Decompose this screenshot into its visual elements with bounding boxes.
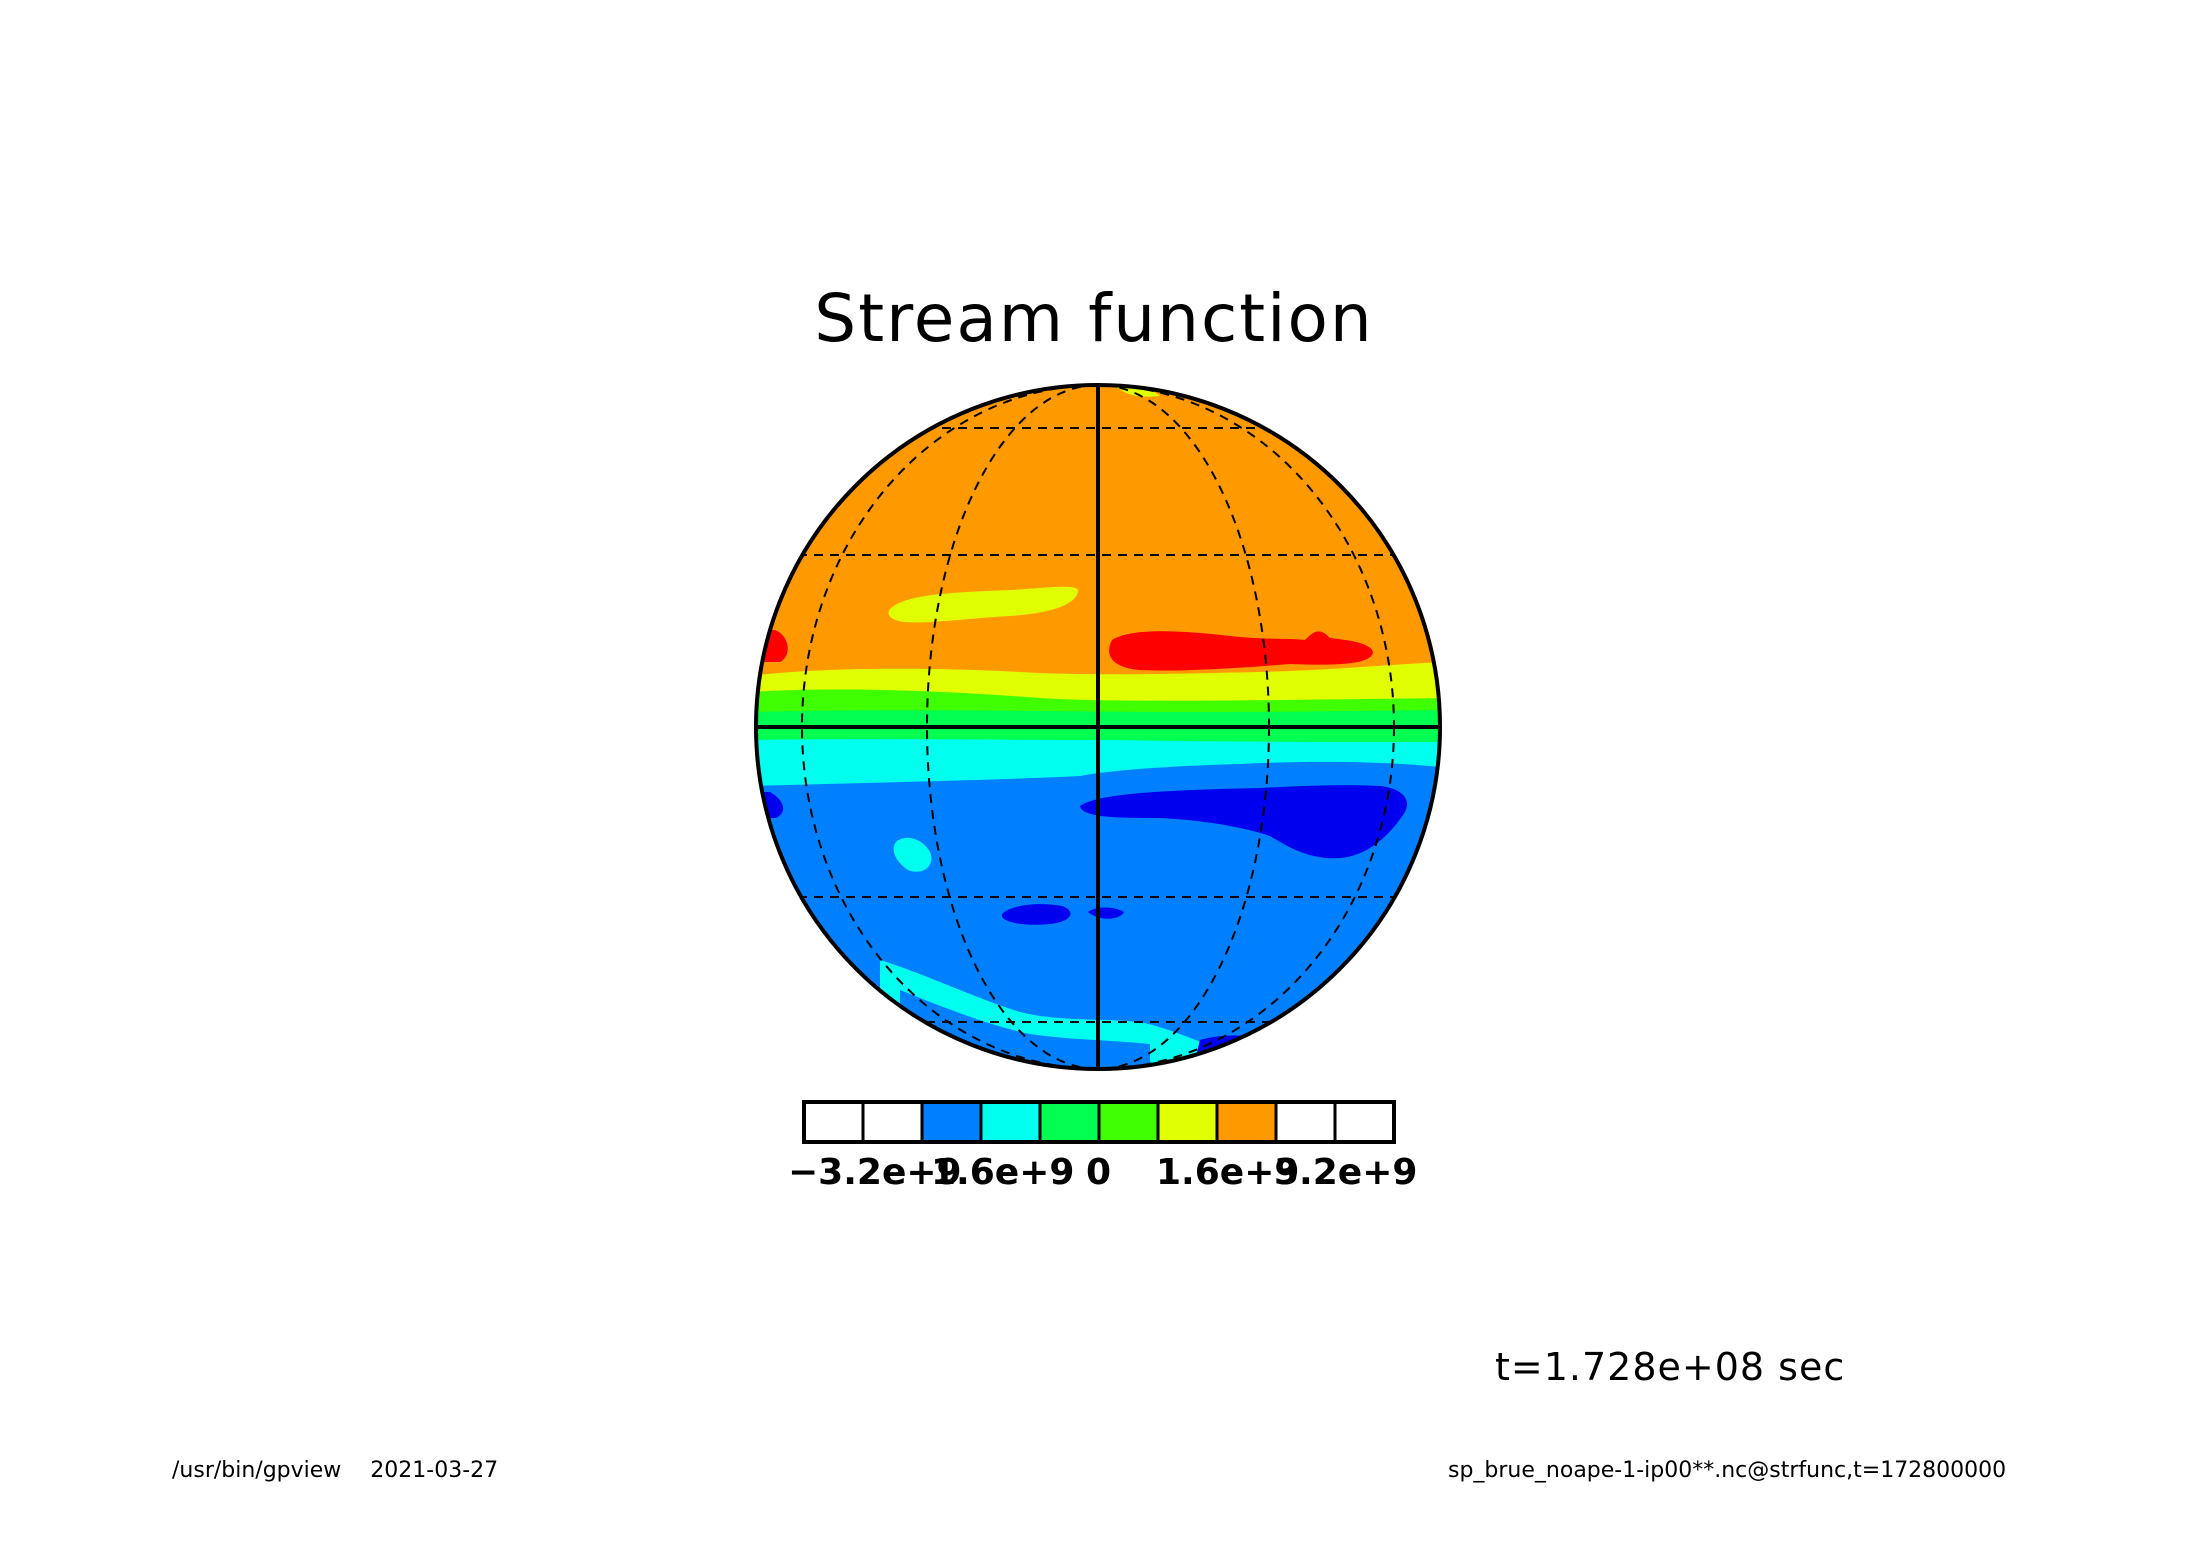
contour-darkblue-patch	[1080, 785, 1408, 859]
colorbar-box	[1038, 1100, 1101, 1144]
contour-darkblue-small1	[1001, 904, 1071, 925]
colorbar-box	[802, 1100, 865, 1144]
contour-yellow-patch	[888, 586, 1079, 623]
colorbar-label-zero: 0	[1086, 1152, 1112, 1193]
colorbar-box	[861, 1100, 924, 1144]
colorbar-box	[1156, 1100, 1219, 1144]
page-title: Stream function	[814, 280, 1374, 357]
footer-program: /usr/bin/gpview	[172, 1458, 342, 1483]
colorbar-box	[920, 1100, 983, 1144]
footer-date: 2021-03-27	[370, 1458, 499, 1483]
colorbar-box	[979, 1100, 1042, 1144]
contour-cyan-patch	[893, 837, 932, 872]
colorbar-box	[1333, 1100, 1396, 1144]
colorbar-box	[1097, 1100, 1160, 1144]
colorbar-frame	[802, 1100, 1396, 1144]
contour-red-patch	[1109, 631, 1373, 671]
globe-outline	[754, 383, 1442, 1071]
footer-left: /usr/bin/gpview 2021-03-27	[172, 1458, 520, 1483]
colorbar-box	[1274, 1100, 1337, 1144]
colorbar-label-pos: 1.6e+9	[1156, 1152, 1300, 1193]
colorbar-label-max: 3.2e+9	[1274, 1152, 1418, 1193]
colorbar-label-neg: 1.6e+9	[931, 1152, 1075, 1193]
time-label: t=1.728e+08 sec	[1495, 1345, 1846, 1389]
colorbar-box	[1215, 1100, 1278, 1144]
colorbar-label-min: −3.2e+9	[788, 1152, 962, 1193]
footer-source: sp_brue_noape-1-ip00**.nc@strfunc,t=1728…	[1448, 1458, 2007, 1483]
